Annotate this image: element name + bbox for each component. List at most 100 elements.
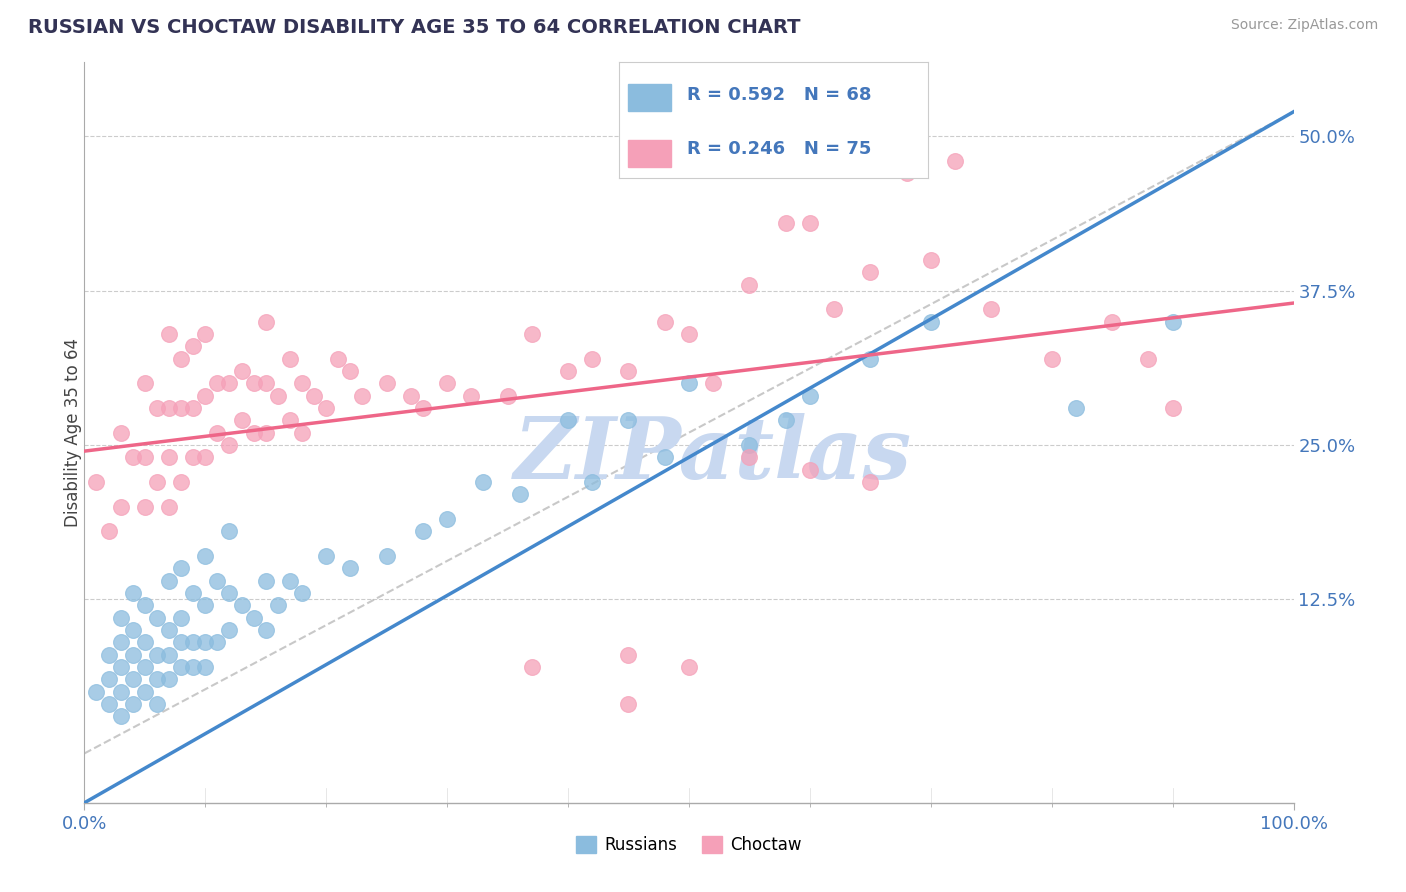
Point	[339, 364, 361, 378]
Point	[254, 574, 277, 588]
Point	[436, 376, 458, 391]
Point	[121, 623, 143, 637]
Point	[134, 635, 156, 649]
Point	[146, 697, 169, 711]
Point	[242, 376, 264, 391]
Point	[980, 302, 1002, 317]
Point	[496, 389, 519, 403]
Point	[134, 599, 156, 613]
Point	[218, 376, 240, 391]
Point	[110, 500, 132, 514]
Point	[110, 709, 132, 723]
Point	[134, 660, 156, 674]
Point	[738, 277, 761, 292]
Point	[231, 364, 253, 378]
Point	[412, 524, 434, 539]
Point	[399, 389, 422, 403]
Point	[157, 326, 180, 341]
Point	[170, 660, 193, 674]
Point	[654, 315, 676, 329]
Point	[775, 413, 797, 427]
Point	[218, 438, 240, 452]
Point	[254, 315, 277, 329]
Point	[254, 425, 277, 440]
Point	[557, 364, 579, 378]
Point	[267, 599, 290, 613]
Point	[375, 376, 398, 391]
Point	[520, 326, 543, 341]
Point	[157, 623, 180, 637]
Text: ZIPatlas: ZIPatlas	[515, 413, 912, 497]
Point	[134, 500, 156, 514]
Point	[134, 376, 156, 391]
Point	[315, 549, 337, 563]
Point	[278, 574, 301, 588]
Point	[920, 315, 942, 329]
Bar	[628, 84, 671, 112]
Point	[617, 648, 640, 662]
Point	[170, 475, 193, 489]
Point	[775, 216, 797, 230]
Point	[291, 376, 314, 391]
Point	[412, 401, 434, 415]
Point	[678, 376, 700, 391]
Point	[146, 401, 169, 415]
Point	[472, 475, 495, 489]
Point	[557, 413, 579, 427]
Point	[859, 475, 882, 489]
Point	[170, 351, 193, 366]
Point	[121, 648, 143, 662]
Point	[896, 166, 918, 180]
Point	[315, 401, 337, 415]
Point	[207, 376, 229, 391]
Point	[339, 561, 361, 575]
Point	[146, 611, 169, 625]
Point	[181, 339, 204, 353]
Point	[267, 389, 290, 403]
Point	[617, 697, 640, 711]
Point	[181, 586, 204, 600]
Point	[291, 586, 314, 600]
Point	[121, 586, 143, 600]
Point	[110, 635, 132, 649]
Point	[278, 351, 301, 366]
Point	[170, 611, 193, 625]
Point	[194, 660, 217, 674]
Point	[207, 635, 229, 649]
Point	[617, 364, 640, 378]
Point	[302, 389, 325, 403]
Point	[254, 376, 277, 391]
Bar	[628, 140, 671, 167]
Point	[460, 389, 482, 403]
Point	[146, 475, 169, 489]
Point	[181, 401, 204, 415]
Point	[194, 326, 217, 341]
Point	[157, 450, 180, 465]
Point	[110, 425, 132, 440]
Point	[170, 635, 193, 649]
Point	[218, 586, 240, 600]
Point	[181, 450, 204, 465]
Point	[157, 500, 180, 514]
Point	[859, 265, 882, 279]
Point	[194, 599, 217, 613]
Point	[86, 475, 108, 489]
Point	[110, 611, 132, 625]
Point	[581, 351, 603, 366]
Point	[799, 216, 821, 230]
Point	[520, 660, 543, 674]
Point	[1040, 351, 1063, 366]
Point	[97, 697, 120, 711]
Point	[1137, 351, 1160, 366]
Point	[859, 351, 882, 366]
Point	[134, 685, 156, 699]
Point	[134, 450, 156, 465]
Point	[218, 524, 240, 539]
Point	[581, 475, 603, 489]
Point	[157, 574, 180, 588]
Point	[242, 611, 264, 625]
Point	[920, 252, 942, 267]
Point	[157, 648, 180, 662]
Point	[1161, 401, 1184, 415]
Point	[110, 660, 132, 674]
